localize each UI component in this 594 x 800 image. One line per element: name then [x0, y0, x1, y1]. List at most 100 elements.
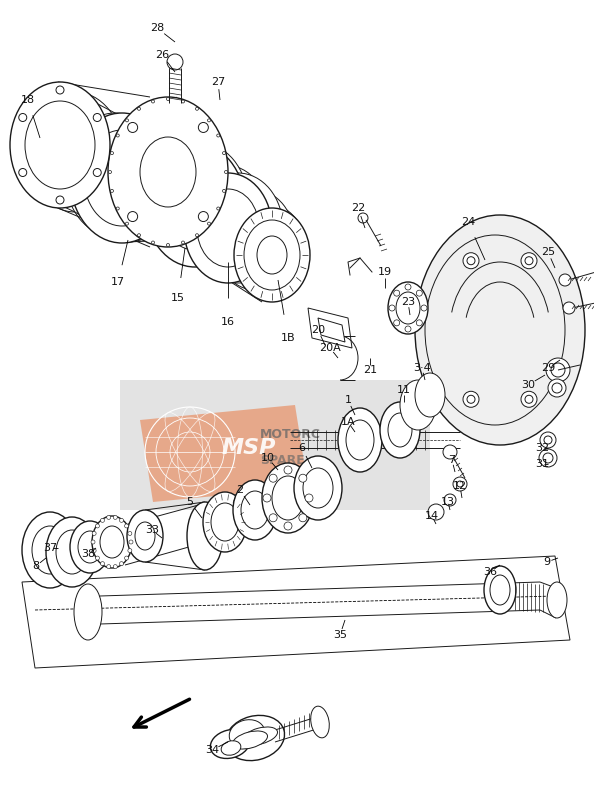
- Ellipse shape: [242, 218, 294, 282]
- Polygon shape: [308, 308, 352, 348]
- Circle shape: [463, 253, 479, 269]
- Ellipse shape: [232, 731, 267, 749]
- Circle shape: [110, 190, 113, 192]
- Ellipse shape: [242, 727, 277, 745]
- Circle shape: [92, 549, 96, 553]
- Ellipse shape: [380, 402, 420, 458]
- Ellipse shape: [227, 205, 283, 275]
- Ellipse shape: [400, 380, 436, 430]
- Circle shape: [559, 274, 571, 286]
- Ellipse shape: [221, 741, 241, 755]
- Circle shape: [195, 234, 198, 237]
- Text: 1: 1: [345, 395, 352, 405]
- Circle shape: [225, 170, 228, 174]
- Text: 30: 30: [521, 380, 535, 390]
- Circle shape: [444, 494, 456, 506]
- Bar: [120, 380, 430, 510]
- Circle shape: [457, 481, 463, 487]
- Polygon shape: [318, 318, 345, 342]
- Circle shape: [125, 556, 128, 560]
- Circle shape: [119, 562, 124, 566]
- Text: 13: 13: [441, 497, 455, 507]
- Circle shape: [207, 222, 210, 225]
- Ellipse shape: [262, 463, 314, 533]
- Polygon shape: [22, 556, 570, 668]
- Ellipse shape: [149, 150, 221, 240]
- Circle shape: [19, 169, 27, 177]
- Circle shape: [116, 207, 119, 210]
- Ellipse shape: [226, 715, 285, 761]
- Text: 33: 33: [145, 525, 159, 535]
- Ellipse shape: [108, 97, 228, 247]
- Ellipse shape: [70, 113, 174, 243]
- Circle shape: [223, 152, 226, 154]
- Circle shape: [96, 524, 99, 528]
- Text: 15: 15: [171, 293, 185, 303]
- Circle shape: [467, 395, 475, 403]
- Ellipse shape: [127, 510, 163, 562]
- Text: 6: 6: [299, 443, 305, 453]
- Ellipse shape: [12, 85, 108, 205]
- Circle shape: [525, 257, 533, 265]
- Ellipse shape: [65, 113, 165, 237]
- Circle shape: [96, 556, 99, 560]
- Circle shape: [269, 514, 277, 522]
- Text: 5: 5: [187, 497, 194, 507]
- Circle shape: [563, 302, 575, 314]
- Circle shape: [93, 114, 101, 122]
- Text: 19: 19: [378, 267, 392, 277]
- Circle shape: [91, 540, 95, 544]
- Circle shape: [416, 290, 422, 296]
- Ellipse shape: [490, 575, 510, 605]
- Circle shape: [100, 518, 105, 522]
- Circle shape: [394, 320, 400, 326]
- Ellipse shape: [25, 101, 95, 189]
- Circle shape: [405, 326, 411, 332]
- Text: 38: 38: [81, 549, 95, 559]
- Circle shape: [128, 211, 138, 222]
- Ellipse shape: [78, 118, 178, 242]
- Ellipse shape: [388, 413, 412, 447]
- Ellipse shape: [180, 165, 270, 275]
- Text: 37: 37: [43, 543, 57, 553]
- Ellipse shape: [46, 517, 98, 587]
- Ellipse shape: [74, 584, 102, 640]
- Text: 1A: 1A: [341, 417, 355, 427]
- Circle shape: [56, 196, 64, 204]
- Ellipse shape: [257, 236, 287, 274]
- Circle shape: [305, 494, 313, 502]
- Ellipse shape: [193, 180, 257, 260]
- Circle shape: [125, 119, 128, 122]
- Circle shape: [548, 379, 566, 397]
- Circle shape: [269, 474, 277, 482]
- Ellipse shape: [10, 82, 110, 208]
- Circle shape: [223, 190, 226, 192]
- Text: 23: 23: [401, 297, 415, 307]
- Circle shape: [109, 170, 112, 174]
- Circle shape: [166, 98, 169, 101]
- Circle shape: [416, 320, 422, 326]
- Circle shape: [263, 494, 271, 502]
- Circle shape: [116, 134, 119, 137]
- Text: 29: 29: [541, 363, 555, 373]
- Circle shape: [93, 169, 101, 177]
- Text: 11: 11: [397, 385, 411, 395]
- Ellipse shape: [210, 730, 249, 758]
- Ellipse shape: [145, 143, 245, 267]
- Text: 35: 35: [333, 630, 347, 640]
- Ellipse shape: [547, 582, 567, 618]
- Ellipse shape: [148, 142, 248, 262]
- Text: 14: 14: [425, 511, 439, 521]
- Circle shape: [100, 562, 105, 566]
- Ellipse shape: [396, 292, 420, 324]
- Circle shape: [467, 257, 475, 265]
- Circle shape: [167, 54, 183, 70]
- Circle shape: [389, 305, 395, 311]
- Text: 22: 22: [351, 203, 365, 213]
- Circle shape: [539, 449, 557, 467]
- Text: 24: 24: [461, 217, 475, 227]
- Circle shape: [543, 453, 553, 463]
- Ellipse shape: [272, 476, 304, 520]
- Ellipse shape: [388, 282, 428, 334]
- Circle shape: [56, 86, 64, 94]
